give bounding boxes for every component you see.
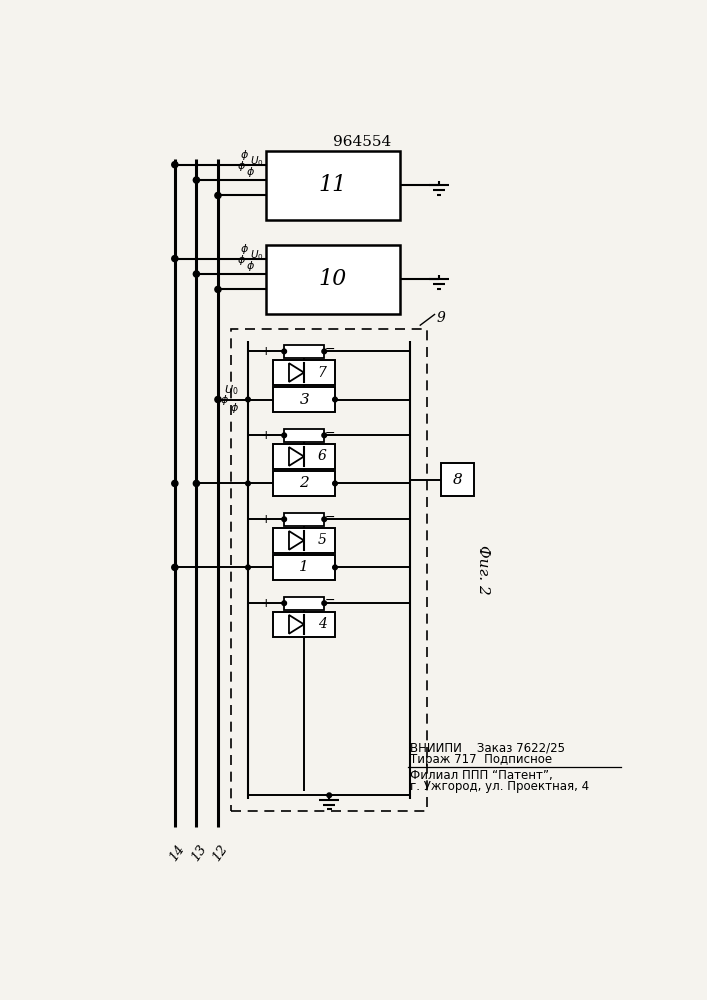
Text: 13: 13	[189, 842, 209, 863]
Bar	[274, 612, 335, 637]
Text: $\phi$: $\phi$	[246, 165, 255, 179]
Circle shape	[246, 397, 250, 402]
Text: 7: 7	[317, 366, 327, 380]
Circle shape	[215, 286, 221, 292]
Text: $\phi$: $\phi$	[237, 253, 245, 267]
Text: +: +	[260, 345, 271, 358]
Circle shape	[193, 271, 199, 277]
Text: $\phi$: $\phi$	[246, 259, 255, 273]
Bar	[441, 463, 474, 496]
Text: 6: 6	[317, 449, 327, 463]
Text: Фиг. 2: Фиг. 2	[476, 545, 490, 595]
Bar	[284, 513, 325, 526]
Circle shape	[193, 480, 199, 487]
Bar	[274, 360, 335, 385]
Text: 12: 12	[210, 842, 230, 863]
Circle shape	[172, 564, 178, 570]
Circle shape	[215, 396, 221, 403]
Bar	[284, 597, 325, 610]
Circle shape	[322, 517, 327, 522]
Text: г. Ужгород, ул. Проектная, 4: г. Ужгород, ул. Проектная, 4	[409, 780, 589, 793]
Text: Филиал ППП “Патент”,: Филиал ППП “Патент”,	[409, 769, 552, 782]
Circle shape	[327, 793, 332, 798]
Text: $\phi$: $\phi$	[240, 148, 249, 162]
Text: +: +	[260, 429, 271, 442]
Text: −: −	[325, 594, 335, 607]
Text: +: +	[260, 513, 271, 526]
Circle shape	[193, 177, 199, 183]
Bar	[231, 329, 428, 811]
Circle shape	[246, 565, 250, 570]
Text: $U_0$: $U_0$	[250, 248, 264, 262]
Text: ВНИИПИ    Заказ 7622/25: ВНИИПИ Заказ 7622/25	[409, 742, 565, 755]
Circle shape	[282, 517, 286, 522]
Text: $\phi$: $\phi$	[230, 401, 239, 415]
Bar	[284, 429, 325, 442]
Bar	[274, 471, 335, 496]
Text: 2: 2	[299, 476, 309, 490]
Circle shape	[282, 433, 286, 438]
Bar	[274, 528, 335, 553]
Text: 964554: 964554	[333, 135, 391, 149]
Bar	[266, 151, 400, 220]
Bar	[284, 345, 325, 358]
Circle shape	[322, 349, 327, 354]
Circle shape	[215, 192, 221, 199]
Text: +: +	[260, 597, 271, 610]
Text: $\phi$: $\phi$	[221, 393, 229, 407]
Text: 14: 14	[167, 842, 187, 863]
Circle shape	[172, 162, 178, 168]
Bar	[274, 555, 335, 580]
Text: $U_0$: $U_0$	[250, 154, 264, 168]
Circle shape	[172, 480, 178, 487]
Text: 1: 1	[299, 560, 309, 574]
Text: 8: 8	[452, 473, 462, 487]
Text: 9: 9	[437, 311, 445, 325]
Bar	[266, 245, 400, 314]
Bar	[274, 387, 335, 412]
Text: −: −	[325, 427, 335, 440]
Circle shape	[246, 481, 250, 486]
Text: $U_0$: $U_0$	[224, 383, 238, 397]
Text: 11: 11	[319, 174, 347, 196]
Text: 4: 4	[317, 617, 327, 631]
Text: 5: 5	[317, 533, 327, 547]
Circle shape	[333, 397, 337, 402]
Circle shape	[322, 601, 327, 605]
Circle shape	[282, 601, 286, 605]
Text: $\phi$: $\phi$	[237, 159, 245, 173]
Text: 3: 3	[299, 393, 309, 407]
Circle shape	[333, 565, 337, 570]
Text: −: −	[325, 343, 335, 356]
Text: Тираж 717  Подписное: Тираж 717 Подписное	[409, 753, 552, 766]
Text: 10: 10	[319, 268, 347, 290]
Circle shape	[322, 433, 327, 438]
Text: $\phi$: $\phi$	[240, 242, 249, 256]
Circle shape	[282, 349, 286, 354]
Circle shape	[172, 256, 178, 262]
Circle shape	[333, 481, 337, 486]
Bar	[274, 444, 335, 469]
Text: −: −	[325, 510, 335, 523]
